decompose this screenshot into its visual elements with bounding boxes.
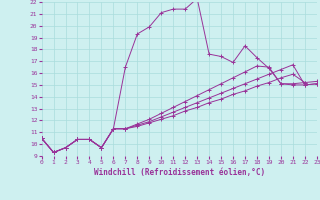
X-axis label: Windchill (Refroidissement éolien,°C): Windchill (Refroidissement éolien,°C) — [94, 168, 265, 177]
